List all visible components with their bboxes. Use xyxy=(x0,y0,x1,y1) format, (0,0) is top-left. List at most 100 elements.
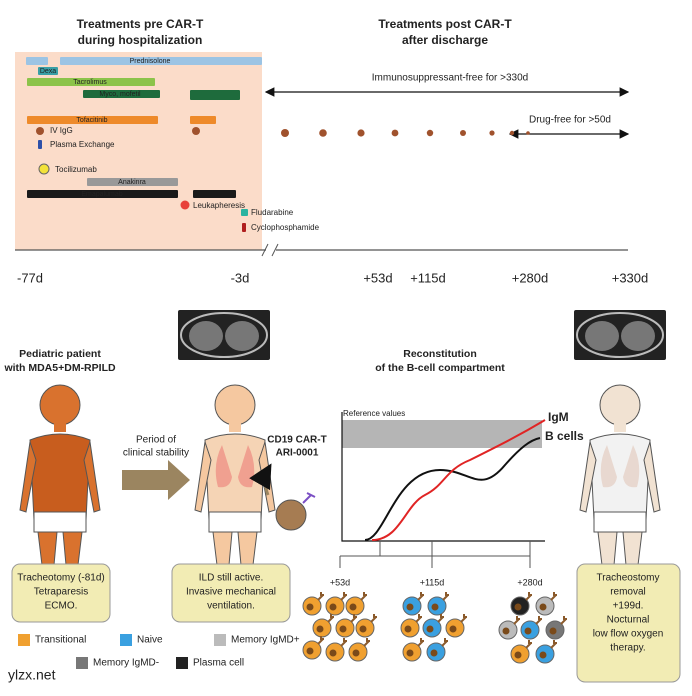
ivig-dose xyxy=(526,131,530,135)
legend-swatch xyxy=(120,634,132,646)
nucleus xyxy=(549,627,557,635)
arm xyxy=(643,441,661,513)
watermark: ylzx.net xyxy=(8,667,56,683)
legend-label: Memory IgMD- xyxy=(93,658,159,669)
nucleus xyxy=(306,603,314,611)
label: Leukapheresis xyxy=(193,201,245,210)
label: B cells xyxy=(545,429,584,443)
label: +199d. xyxy=(613,601,644,612)
label: Nocturnal xyxy=(607,615,650,626)
shorts xyxy=(208,511,262,533)
patient-figure xyxy=(19,384,101,566)
neck xyxy=(229,422,241,432)
torso xyxy=(204,433,266,521)
treatment-bar xyxy=(83,90,160,98)
label: clinical stability xyxy=(123,448,189,459)
receptor xyxy=(350,614,357,623)
ct-lung xyxy=(189,321,223,351)
label: therapy. xyxy=(610,643,645,654)
lungs xyxy=(600,445,640,488)
treatment-bar xyxy=(27,116,158,124)
note-box xyxy=(576,563,681,683)
nucleus xyxy=(359,625,367,633)
treatment-bar xyxy=(38,67,58,75)
arm xyxy=(579,441,597,513)
tocilizumab-dose xyxy=(38,163,50,175)
label: Tetraparesis xyxy=(34,587,88,598)
nucleus xyxy=(514,651,522,659)
label: Emapalumab xyxy=(81,191,122,198)
chart-title: of the B-cell compartment xyxy=(375,362,505,374)
nucleus xyxy=(449,625,457,633)
legend-label: Memory IgMD+ xyxy=(231,635,300,646)
torso xyxy=(29,433,91,521)
receptor xyxy=(327,614,334,623)
receptor xyxy=(340,638,347,647)
receptor xyxy=(437,614,444,623)
legend-label: Naive xyxy=(137,635,163,646)
neck xyxy=(614,422,626,432)
receptor xyxy=(525,640,532,649)
day-label: +115d xyxy=(410,270,446,285)
nucleus xyxy=(306,647,314,655)
ivig-dose xyxy=(489,130,495,136)
label: Dexa xyxy=(40,68,56,75)
cart-arrow xyxy=(249,463,272,496)
receptor xyxy=(560,616,567,625)
label: ILD still active. xyxy=(199,573,263,584)
receptor xyxy=(363,638,370,647)
car-receptor xyxy=(302,492,316,504)
label: low flow oxygen xyxy=(593,629,664,640)
treatment-bar xyxy=(193,190,236,198)
ivig-dose xyxy=(391,129,399,137)
leukapheresis-mark xyxy=(180,200,190,210)
bcell-curve xyxy=(364,437,541,541)
receptor xyxy=(317,592,324,601)
receptor xyxy=(415,614,422,623)
chart-title: Reconstitution xyxy=(403,348,477,360)
day-label: -3d xyxy=(231,270,250,285)
arm xyxy=(194,441,212,513)
ivig-dose xyxy=(36,127,44,135)
receptor xyxy=(513,616,520,625)
stability-arrow xyxy=(122,460,190,500)
label: Invasive mechanical xyxy=(186,587,276,598)
label: Tracheostomy xyxy=(597,573,660,584)
label: Tocilizumab xyxy=(55,165,97,174)
arm xyxy=(83,441,101,513)
nucleus xyxy=(316,625,324,633)
label: IV IgG xyxy=(50,126,73,135)
ct-body xyxy=(576,312,664,358)
label: ARI-0001 xyxy=(276,448,319,459)
label: Period of xyxy=(136,435,176,446)
receptor xyxy=(370,614,377,623)
ivig-dose xyxy=(460,130,466,136)
label: IgM xyxy=(548,410,569,424)
section-title: Treatments pre CAR-T xyxy=(77,17,204,31)
label: Reference values xyxy=(343,409,405,418)
day-label: +330d xyxy=(612,270,649,285)
receptor xyxy=(317,636,324,645)
receptor xyxy=(550,592,557,601)
nucleus xyxy=(404,625,412,633)
lungs xyxy=(215,445,255,488)
label: removal xyxy=(610,587,646,598)
ct-body xyxy=(180,312,268,358)
ivig-dose xyxy=(319,129,327,137)
label: ventilation. xyxy=(207,601,255,612)
treatment-bar xyxy=(242,223,246,232)
label: Immunosuppressant-free for >330d xyxy=(372,73,528,84)
receptor xyxy=(417,638,424,647)
label: +53d xyxy=(330,577,350,587)
nucleus xyxy=(502,627,510,635)
treatment-bar xyxy=(87,178,178,186)
receptor xyxy=(417,592,424,601)
day-label: -77d xyxy=(17,270,43,285)
patient-title: Pediatric patient xyxy=(19,348,101,360)
legend-label: Transitional xyxy=(35,635,86,646)
label: Myco, mofetil xyxy=(99,91,141,98)
ivig-dose xyxy=(281,129,289,137)
label: Tofacitinib xyxy=(76,117,107,124)
treatment-bar xyxy=(190,90,240,100)
label: CD19 CAR-T xyxy=(267,435,326,446)
